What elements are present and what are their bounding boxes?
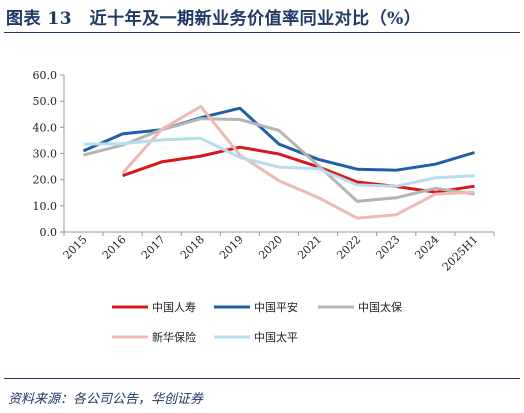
y-tick-label: 40.0 [33, 121, 58, 134]
legend-label: 中国平安 [254, 300, 298, 314]
series-line [83, 117, 475, 203]
x-tick-label: 2022 [334, 233, 363, 262]
series-line [122, 145, 475, 194]
y-tick-label: 10.0 [33, 200, 58, 213]
x-tick-label: 2017 [139, 233, 168, 262]
title-rule [4, 32, 520, 33]
x-tick-label: 2016 [100, 233, 129, 262]
source-note: 资料来源：各公司公告，华创证券 [8, 392, 204, 407]
legend-label: 新华保险 [152, 330, 196, 344]
y-tick-label: 60.0 [33, 69, 58, 82]
x-tick-label: 2023 [373, 233, 402, 262]
y-tick-label: 50.0 [33, 95, 58, 108]
x-tick-label: 2021 [295, 233, 324, 262]
y-tick-label: 30.0 [33, 148, 58, 161]
x-tick-label: 2015 [61, 233, 90, 262]
x-tick-label: 2024 [412, 233, 441, 262]
series-line [121, 104, 475, 220]
legend-label: 中国太平 [254, 331, 298, 344]
legend-label: 中国人寿 [152, 300, 196, 314]
chart-series [82, 104, 475, 220]
x-tick-label: 2018 [178, 233, 207, 262]
x-tick-label: 2019 [217, 233, 246, 262]
x-tick-label: 2020 [256, 233, 285, 262]
legend-label: 中国太保 [358, 300, 402, 314]
series-line [83, 136, 475, 188]
line-chart: 0.0 10.0 20.0 30.0 40.0 50.0 60.0 2015 2016 2017 2… [33, 69, 495, 344]
x-tick-label: 2025H1 [440, 233, 481, 274]
y-tick-label: 0.0 [40, 226, 58, 239]
source-rule [4, 378, 520, 379]
series-line [82, 106, 475, 172]
y-tick-label: 20.0 [33, 174, 58, 187]
figure-title: 图表 13 近十年及一期新业务价值率同业对比（%） [6, 9, 422, 29]
